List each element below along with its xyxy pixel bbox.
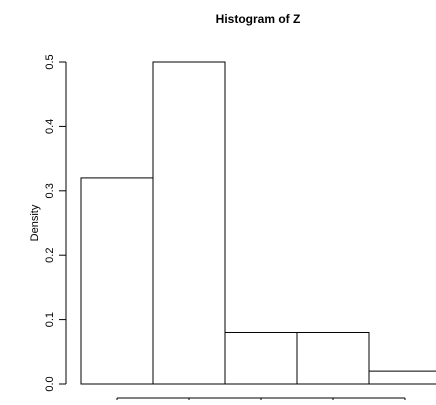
histogram-bar-2 — [152, 61, 226, 385]
y-tick-label-2: 0.2 — [44, 248, 56, 263]
y-tick-label-0: 0.0 — [44, 376, 56, 391]
histogram-bar-1 — [80, 177, 154, 385]
histogram-bar-3 — [224, 331, 298, 385]
histogram-bar-4 — [296, 331, 370, 385]
histogram-bar-5 — [368, 370, 436, 385]
y-tick-label-4: 0.4 — [44, 119, 56, 134]
y-tick-label-3: 0.3 — [44, 183, 56, 198]
y-axis: 0.0 0.1 0.2 0.3 0.4 0.5 — [44, 54, 67, 392]
histogram-bars — [80, 61, 436, 385]
y-tick-label-5: 0.5 — [44, 54, 56, 69]
y-tick-label-1: 0.1 — [44, 312, 56, 327]
chart-title: Histogram of Z — [216, 12, 301, 26]
y-axis-label: Density — [29, 204, 41, 241]
